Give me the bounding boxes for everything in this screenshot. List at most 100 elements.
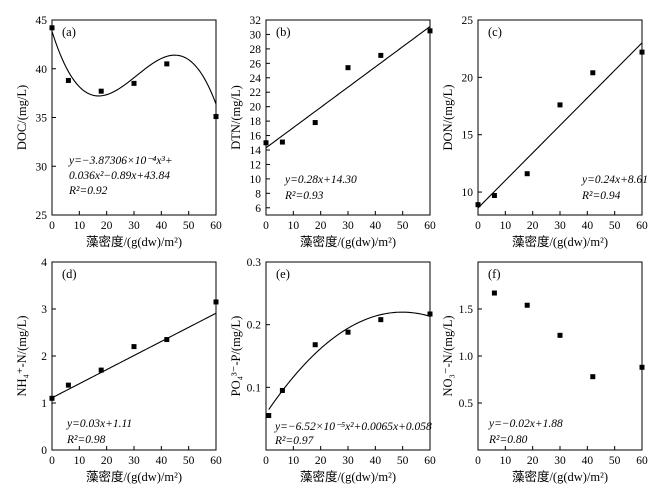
data-point <box>427 311 433 317</box>
panel-label: (c) <box>488 25 502 39</box>
x-tick-label: 20 <box>101 220 113 232</box>
x-tick-label: 0 <box>49 455 55 467</box>
data-point <box>378 52 384 58</box>
data-point <box>263 140 269 146</box>
x-axis-label: 藻密度/(g(dw)/m²) <box>86 469 182 484</box>
y-tick-label: 22 <box>250 87 262 99</box>
equation-line: R²=0.92 <box>68 185 108 197</box>
fit-line <box>477 42 643 209</box>
x-tick-label: 60 <box>424 455 436 467</box>
fit-line <box>51 31 217 105</box>
panel-label: (b) <box>276 25 291 39</box>
data-point <box>98 88 104 94</box>
x-tick-label: 60 <box>424 220 436 232</box>
y-tick-label: 14 <box>250 145 262 157</box>
x-axis-label: 藻密度/(g(dw)/m²) <box>512 469 608 484</box>
fit-line <box>265 26 431 149</box>
panel-f: 0 10 20 30 40 50 60 0.5 1.0 1.5 (f) 藻密度/(g(dw)/m²) N… <box>441 261 648 484</box>
y-tick-label: 0.5 <box>459 398 474 410</box>
x-tick-label: 30 <box>128 455 140 467</box>
x-tick-label: 50 <box>609 455 621 467</box>
y-tick-label: 2 <box>41 351 47 363</box>
panel-label: (a) <box>62 25 76 39</box>
x-tick-label: 10 <box>288 220 300 232</box>
data-point <box>524 171 530 177</box>
x-tick-label: 20 <box>527 455 539 467</box>
y-tick-label: 25 <box>36 210 48 222</box>
x-tick-label: 30 <box>128 220 140 232</box>
equation-line: 0.036x²−0.89x+43.84 <box>69 170 170 182</box>
x-tick-label: 60 <box>636 455 648 467</box>
data-point <box>131 344 137 350</box>
y-tick-label: 20 <box>250 102 262 114</box>
y-tick-label: 10 <box>250 174 262 186</box>
data-point <box>491 193 497 198</box>
x-tick-label: 60 <box>210 220 222 232</box>
equation-line: R²=0.98 <box>66 434 106 446</box>
y-tick-label: 8 <box>255 188 261 200</box>
x-tick-label: 40 <box>582 220 594 232</box>
data-point <box>98 367 104 373</box>
y-tick-label: 18 <box>250 116 262 128</box>
x-tick-label: 40 <box>156 220 168 232</box>
y-tick-label: 3 <box>41 304 47 316</box>
x-tick-label: 10 <box>74 455 86 467</box>
x-tick-label: 30 <box>554 220 566 232</box>
panel-e: 0 10 20 30 40 50 60 0.1 0.2 0.3 (e) 藻密度/(g(dw)/m²) P… <box>229 257 436 484</box>
x-tick-label: 50 <box>609 220 621 232</box>
data-point <box>213 299 219 305</box>
x-tick-label: 50 <box>397 455 409 467</box>
y-tick-label: 6 <box>255 203 261 215</box>
x-axis-label: 藻密度/(g(dw)/m²) <box>300 469 396 484</box>
data-point <box>312 342 318 348</box>
y-tick-label: 1.5 <box>459 304 474 316</box>
y-tick-label: 35 <box>36 113 48 125</box>
x-axis-label: 藻密度/(g(dw)/m²) <box>512 234 608 249</box>
x-tick-label: 20 <box>527 220 539 232</box>
equation-line: y=−6.52×10⁻⁵x²+0.0065x+0.058 <box>274 421 432 433</box>
y-axis-label: DTN/(mg/L) <box>229 85 243 150</box>
data-point <box>524 302 530 308</box>
y-tick-label: 25 <box>462 15 474 27</box>
x-tick-label: 30 <box>342 455 354 467</box>
y-tick-label: 1 <box>41 398 47 410</box>
panel-label: (d) <box>62 267 77 281</box>
panel-a: 0 10 20 30 40 50 60 25 30 35 40 45 (a) 藻密度/(g(dw)/m²)… <box>15 15 222 249</box>
data-point <box>590 374 596 380</box>
y-tick-label: 1.0 <box>459 351 474 363</box>
data-point <box>639 364 645 370</box>
data-point <box>590 70 596 76</box>
data-point <box>213 114 219 120</box>
y-tick-label: 30 <box>36 161 48 173</box>
x-tick-label: 30 <box>554 455 566 467</box>
y-tick-label: 24 <box>250 73 262 85</box>
data-point <box>557 332 563 338</box>
panel-c: 0 10 20 30 40 50 60 10 15 20 25 (c) 藻密度/(g(dw)/m²) DO… <box>441 15 648 249</box>
data-point <box>49 25 55 31</box>
y-tick-label: 45 <box>36 15 48 27</box>
x-tick-label: 0 <box>263 455 269 467</box>
equation-line: R²=0.93 <box>284 190 324 202</box>
y-tick-label: 16 <box>250 131 262 143</box>
x-tick-label: 60 <box>636 220 648 232</box>
data-point <box>557 102 563 108</box>
x-tick-label: 50 <box>183 455 195 467</box>
x-axis-label: 藻密度/(g(dw)/m²) <box>86 234 182 249</box>
data-point <box>266 413 272 419</box>
y-tick-label: 30 <box>250 29 262 41</box>
data-point <box>475 202 481 208</box>
y-tick-label: 0.1 <box>247 382 262 394</box>
data-point <box>491 290 497 296</box>
data-point <box>345 65 351 71</box>
equation-line: y=0.24x+8.61 <box>581 174 648 186</box>
equation-line: y=−3.87306×10⁻⁴x³+ <box>68 155 173 167</box>
data-point <box>49 395 55 401</box>
y-tick-label: 0.2 <box>247 320 262 332</box>
data-point <box>312 120 318 126</box>
panel-d: 0 10 20 30 40 50 60 0 1 2 3 4 (d) 藻密度/(g(dw)/m²) NH₄⁺-… <box>15 257 222 484</box>
x-tick-label: 20 <box>101 455 113 467</box>
data-point <box>427 28 433 34</box>
data-point <box>164 337 170 343</box>
y-tick-label: 0.3 <box>247 257 262 269</box>
x-tick-label: 50 <box>183 220 195 232</box>
